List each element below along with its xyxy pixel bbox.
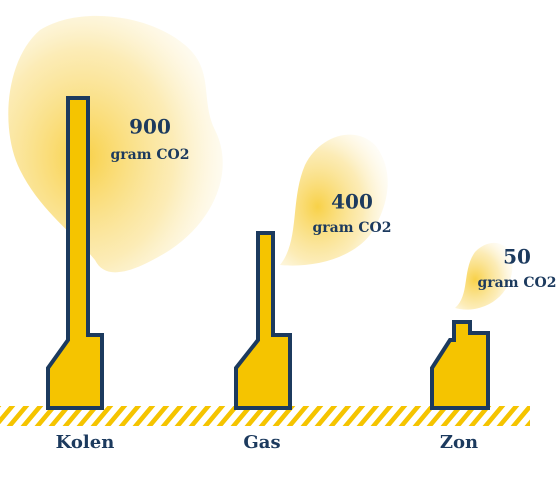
source-label: Kolen: [56, 432, 115, 453]
value: 900: [129, 115, 171, 139]
source-label: Gas: [243, 432, 280, 453]
value: 50: [503, 245, 531, 269]
unit: gram CO2: [312, 220, 391, 236]
unit: gram CO2: [110, 147, 189, 163]
smoke-cloud: [455, 242, 513, 310]
ground: [0, 406, 530, 426]
smoke-cloud: [280, 134, 388, 266]
unit: gram CO2: [477, 275, 556, 291]
value: 400: [331, 190, 373, 214]
chimney: [430, 320, 490, 410]
source-label: Zon: [440, 432, 478, 453]
smoke-cloud: [8, 15, 223, 273]
chimney: [234, 231, 292, 410]
chimney: [46, 96, 104, 410]
